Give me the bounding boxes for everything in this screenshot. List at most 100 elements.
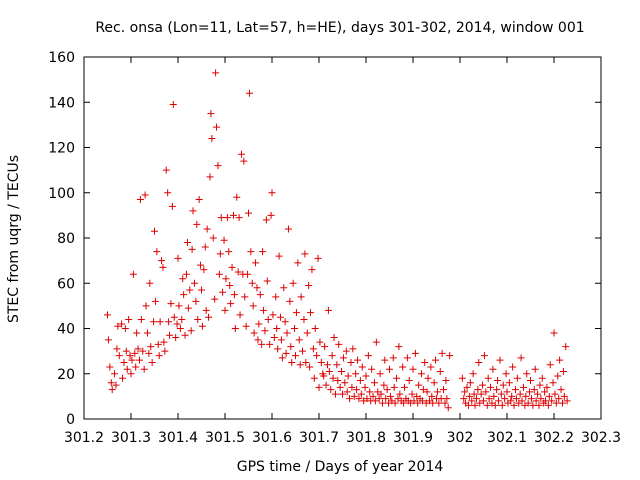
data-point	[396, 390, 404, 398]
data-point	[125, 315, 133, 323]
data-point	[472, 395, 480, 403]
data-point	[430, 379, 438, 387]
data-point	[173, 320, 181, 328]
data-point	[446, 352, 454, 360]
plot-frame	[83, 56, 602, 420]
data-point	[460, 395, 468, 403]
data-point	[494, 377, 502, 385]
data-point	[302, 358, 310, 366]
data-point	[169, 101, 177, 109]
data-point	[346, 395, 354, 403]
data-point	[483, 401, 491, 409]
data-point	[297, 293, 305, 301]
x-tick-label: 301.8	[346, 430, 386, 446]
data-point	[550, 329, 558, 337]
data-point	[156, 318, 164, 326]
data-point	[435, 399, 443, 407]
data-point	[261, 327, 269, 335]
data-point	[476, 399, 484, 407]
data-point	[122, 347, 130, 355]
data-point	[339, 354, 347, 362]
data-point	[147, 343, 155, 351]
data-point	[153, 248, 161, 256]
data-point	[366, 388, 374, 396]
data-point	[466, 379, 474, 387]
data-point	[137, 315, 145, 323]
data-point	[159, 263, 167, 271]
data-point	[200, 266, 208, 274]
data-point	[115, 352, 123, 360]
data-point	[438, 349, 446, 357]
data-point	[400, 399, 408, 407]
data-point	[554, 372, 562, 380]
data-point	[502, 370, 510, 378]
data-point	[194, 315, 202, 323]
data-point	[113, 345, 121, 353]
data-point	[531, 365, 539, 373]
x-tick-label: 301.6	[252, 430, 292, 446]
data-point	[241, 293, 249, 301]
data-point	[440, 386, 448, 394]
data-point	[368, 365, 376, 373]
data-point	[468, 397, 476, 405]
data-point	[170, 313, 178, 321]
data-point	[182, 270, 190, 278]
data-point	[135, 356, 143, 364]
data-point	[536, 381, 544, 389]
data-point	[175, 302, 183, 310]
data-point	[244, 270, 252, 278]
data-point	[133, 329, 141, 337]
data-point	[442, 377, 450, 385]
data-point	[532, 397, 540, 405]
data-point	[187, 327, 195, 335]
data-point	[395, 343, 403, 351]
data-point	[417, 370, 425, 378]
y-tick-label: 120	[48, 141, 75, 157]
data-point	[228, 263, 236, 271]
data-point	[108, 386, 116, 394]
data-point	[348, 383, 356, 391]
data-point	[353, 386, 361, 394]
data-point	[142, 302, 150, 310]
data-point	[371, 397, 379, 405]
data-point	[245, 89, 253, 97]
data-point	[552, 399, 560, 407]
data-point	[268, 189, 276, 197]
data-point	[545, 392, 553, 400]
data-point	[212, 69, 220, 77]
data-point	[267, 211, 275, 219]
data-point	[274, 345, 282, 353]
data-point	[294, 259, 302, 267]
data-point	[482, 388, 490, 396]
data-point	[226, 282, 234, 290]
data-point	[292, 352, 299, 360]
data-point	[230, 291, 238, 299]
data-point	[258, 340, 266, 348]
data-point	[121, 325, 129, 332]
data-point	[386, 392, 394, 400]
data-point	[248, 279, 256, 287]
data-point	[541, 388, 549, 396]
data-point	[526, 388, 534, 396]
data-point	[424, 374, 432, 382]
data-point	[264, 315, 272, 323]
data-point	[537, 395, 545, 403]
data-point	[530, 386, 538, 394]
data-point	[330, 334, 338, 342]
data-point	[263, 277, 271, 285]
data-point	[501, 395, 509, 403]
data-point	[429, 399, 437, 407]
data-point	[405, 377, 413, 385]
data-point	[432, 356, 440, 364]
data-point	[225, 248, 233, 256]
data-point	[518, 397, 526, 405]
x-tick-label: 301.2	[64, 430, 104, 446]
data-point	[266, 340, 274, 348]
data-point	[277, 336, 285, 344]
data-point	[155, 352, 163, 360]
data-point	[295, 336, 303, 344]
x-tick-label: 301.3	[111, 430, 151, 446]
data-point	[511, 386, 519, 394]
data-point	[329, 374, 337, 382]
data-point	[386, 365, 393, 373]
